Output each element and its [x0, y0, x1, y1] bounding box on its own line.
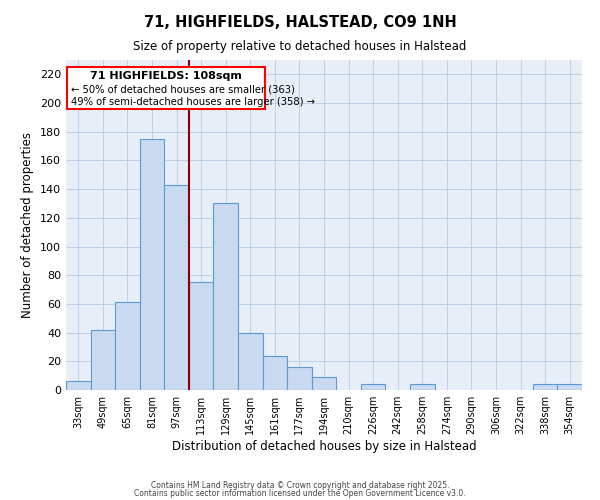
Text: 71 HIGHFIELDS: 108sqm: 71 HIGHFIELDS: 108sqm: [90, 72, 242, 82]
Bar: [66, 382, 91, 390]
Bar: [140, 139, 164, 390]
Bar: [410, 384, 434, 390]
Bar: [115, 302, 140, 390]
Bar: [533, 384, 557, 390]
Bar: [164, 185, 189, 390]
X-axis label: Distribution of detached houses by size in Halstead: Distribution of detached houses by size …: [172, 440, 476, 453]
Text: 71, HIGHFIELDS, HALSTEAD, CO9 1NH: 71, HIGHFIELDS, HALSTEAD, CO9 1NH: [143, 15, 457, 30]
Bar: [238, 332, 263, 390]
Bar: [91, 330, 115, 390]
Bar: [263, 356, 287, 390]
Text: 49% of semi-detached houses are larger (358) →: 49% of semi-detached houses are larger (…: [71, 98, 315, 108]
Y-axis label: Number of detached properties: Number of detached properties: [22, 132, 34, 318]
Text: Contains public sector information licensed under the Open Government Licence v3: Contains public sector information licen…: [134, 488, 466, 498]
Text: Size of property relative to detached houses in Halstead: Size of property relative to detached ho…: [133, 40, 467, 53]
Bar: [287, 367, 312, 390]
Bar: [214, 204, 238, 390]
Text: Contains HM Land Registry data © Crown copyright and database right 2025.: Contains HM Land Registry data © Crown c…: [151, 481, 449, 490]
Bar: [189, 282, 214, 390]
Bar: [557, 384, 582, 390]
Text: ← 50% of detached houses are smaller (363): ← 50% of detached houses are smaller (36…: [71, 84, 295, 94]
Bar: [67, 67, 265, 109]
Bar: [312, 377, 336, 390]
Bar: [361, 384, 385, 390]
